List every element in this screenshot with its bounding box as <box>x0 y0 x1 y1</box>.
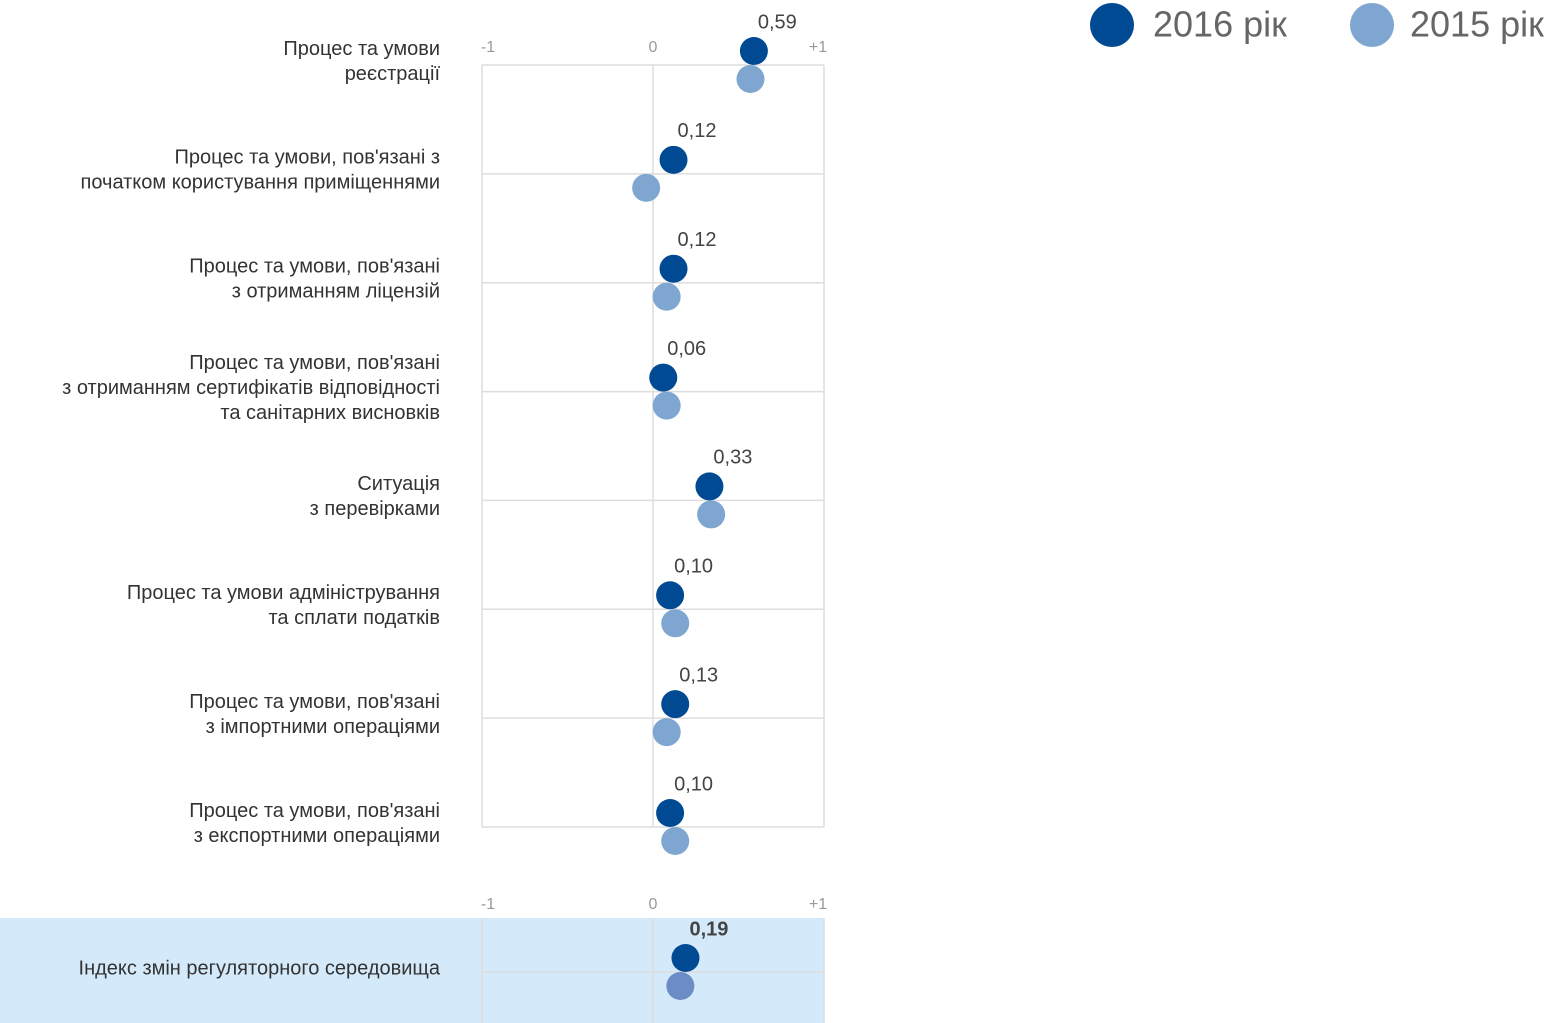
value-label: 0,10 <box>674 773 713 795</box>
category-label: Процес та умови, пов'язані <box>189 800 440 822</box>
dot <box>739 37 768 65</box>
legend-swatch <box>1090 3 1134 47</box>
dot <box>661 690 690 719</box>
category-label: Процес та умови, пов'язані <box>189 352 440 374</box>
category-label: Процес та умови, пов'язані з <box>175 147 440 169</box>
dot <box>652 718 681 747</box>
category-label: Процес та умови адміністрування <box>127 582 440 604</box>
x-tick-label: +1 <box>809 896 827 913</box>
dot <box>632 173 661 202</box>
dot <box>671 944 700 972</box>
legend-swatch <box>1350 3 1394 47</box>
legend-label: 2015 рік <box>1410 4 1544 45</box>
value-label: 0,13 <box>679 664 718 686</box>
category-label: Процес та умови, пов'язані <box>189 255 440 277</box>
category-label: та сплати податків <box>268 607 440 629</box>
value-label: 0,12 <box>678 229 717 251</box>
x-tick-label: 0 <box>649 896 658 913</box>
value-label: 0,12 <box>678 120 717 142</box>
category-label: Процес та умови <box>283 38 440 60</box>
category-label: з перевірками <box>310 498 440 520</box>
dot <box>666 972 695 1000</box>
value-label: 0,06 <box>667 338 706 360</box>
value-label: 0,19 <box>689 918 728 940</box>
value-label: 0,10 <box>674 556 713 578</box>
dot <box>649 363 678 392</box>
dot <box>652 282 681 311</box>
x-tick-label: -1 <box>481 896 495 913</box>
dot <box>656 581 685 610</box>
value-label: 0,59 <box>758 11 797 33</box>
category-label: реєстрації <box>345 63 441 85</box>
category-label: початком користування приміщеннями <box>81 172 440 194</box>
dot <box>695 472 724 501</box>
legend-label: 2016 рік <box>1153 4 1287 45</box>
category-label: з експортними операціями <box>194 825 440 847</box>
category-label: Індекс змін регуляторного середовища <box>79 957 441 979</box>
dot <box>652 391 681 420</box>
category-label: Процес та умови, пов'язані <box>189 691 440 713</box>
dot <box>656 799 685 827</box>
category-label: з отриманням ліцензій <box>232 280 440 302</box>
dot <box>661 827 690 855</box>
dot <box>697 500 726 529</box>
x-tick-label: +1 <box>809 39 827 56</box>
dot <box>659 254 688 283</box>
dot <box>659 145 688 174</box>
dot <box>736 65 765 93</box>
category-label: Ситуація <box>357 473 440 495</box>
category-label: та санітарних висновків <box>220 402 440 424</box>
dot <box>661 609 690 638</box>
category-label: з отриманням сертифікатів відповідності <box>62 377 440 399</box>
category-label: з імпортними операціями <box>206 716 440 738</box>
value-label: 0,33 <box>713 447 752 469</box>
x-tick-label: 0 <box>649 39 658 56</box>
x-tick-label: -1 <box>481 39 495 56</box>
